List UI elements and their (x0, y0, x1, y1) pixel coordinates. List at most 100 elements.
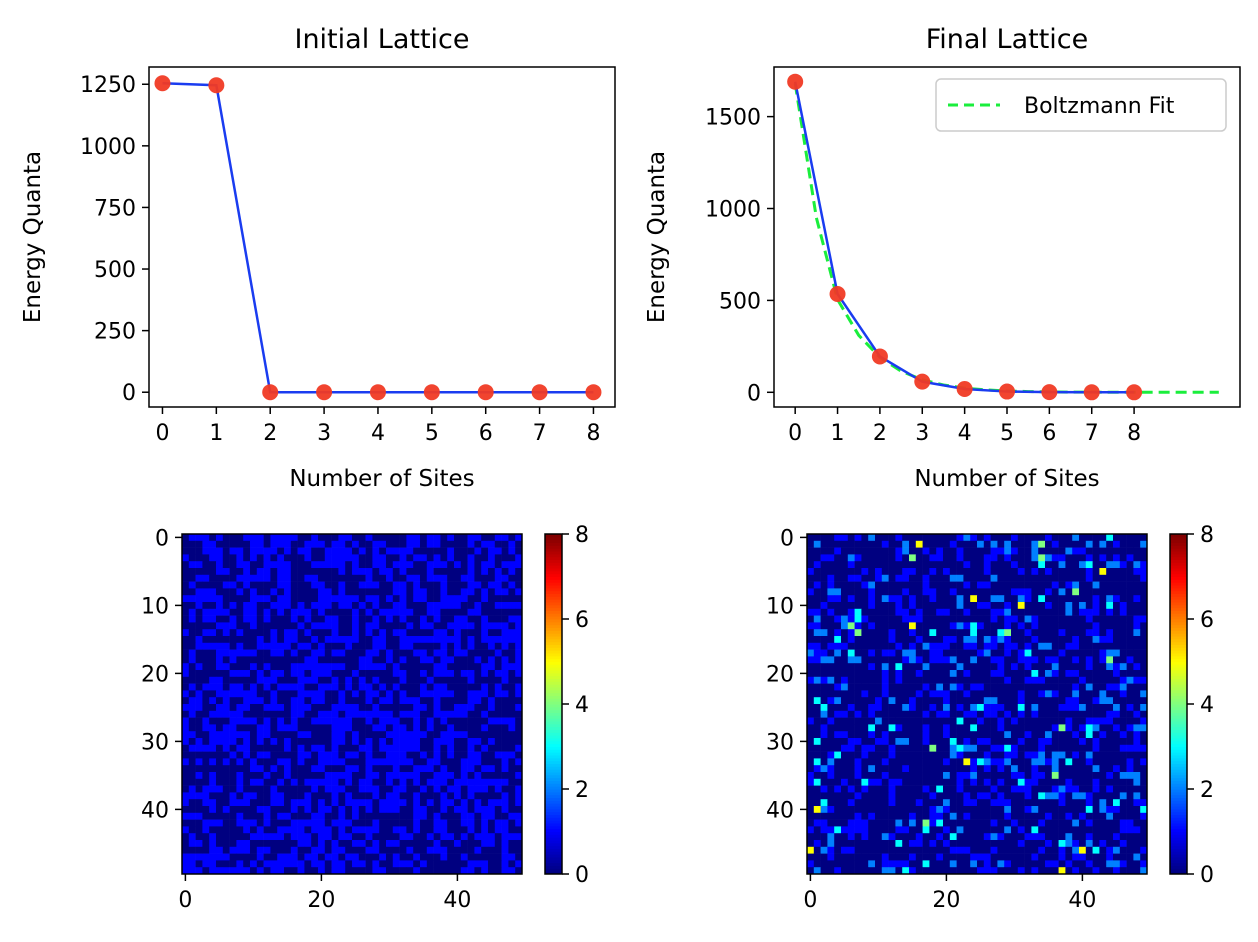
colorbar-segment (545, 573, 562, 577)
heatmap-cell (352, 840, 360, 848)
heatmap-cell (426, 846, 434, 854)
heatmap-cell (1011, 581, 1019, 589)
heatmap-cell (1004, 819, 1012, 827)
heatmap-cell (488, 806, 496, 814)
heatmap-cell (963, 642, 971, 650)
heatmap-cell (447, 765, 455, 773)
heatmap-cell (433, 608, 441, 616)
heatmap-cell (250, 561, 258, 569)
heatmap-cell (902, 833, 910, 841)
heatmap-cell (372, 704, 380, 712)
colorbar-segment (545, 593, 562, 597)
heatmap-cell (841, 724, 849, 732)
heatmap-cell (345, 826, 353, 834)
heatmap-cell (929, 806, 937, 814)
heatmap-cell (195, 629, 203, 637)
heatmap-cell (1085, 656, 1093, 664)
heatmap-cell (1045, 758, 1053, 766)
heatmap-cell (501, 622, 509, 630)
heatmap-cell (1085, 778, 1093, 786)
heatmap-cell (1031, 561, 1039, 569)
heatmap-cell (386, 642, 394, 650)
heatmap-cell (372, 772, 380, 780)
heatmap-cell (943, 833, 951, 841)
heatmap-cell (820, 649, 828, 657)
heatmap-cell (488, 846, 496, 854)
heatmap-cell (447, 772, 455, 780)
heatmap-cell (888, 826, 896, 834)
heatmap-cell (433, 568, 441, 576)
heatmap-cell (1140, 663, 1148, 671)
heatmap-cell (861, 676, 869, 684)
heatmap-cell (263, 561, 271, 569)
heatmap-cell (1004, 676, 1012, 684)
heatmap-cell (392, 717, 400, 725)
heatmap-cell (379, 778, 387, 786)
heatmap-cell (861, 568, 869, 576)
heatmap-cell (813, 595, 821, 603)
heatmap-cell (515, 738, 523, 746)
heatmap-cell (345, 697, 353, 705)
heatmap-cell (929, 744, 937, 752)
heatmap-cell (426, 588, 434, 596)
heatmap-cell (915, 806, 923, 814)
heatmap-cell (345, 649, 353, 657)
heatmap-cell (1133, 540, 1141, 548)
heatmap-cell (290, 602, 298, 610)
heatmap-cell (861, 812, 869, 820)
heatmap-cell (875, 676, 883, 684)
heatmap-cell (943, 778, 951, 786)
heatmap-cell (1140, 799, 1148, 807)
heatmap-cell (881, 724, 889, 732)
heatmap-cell (372, 649, 380, 657)
heatmap-cell (943, 622, 951, 630)
heatmap-cell (243, 636, 251, 644)
heatmap-cell (1058, 581, 1066, 589)
heatmap-cell (1011, 812, 1019, 820)
heatmap-cell (861, 540, 869, 548)
heatmap-cell (936, 758, 944, 766)
heatmap-cell (331, 799, 339, 807)
heatmap-cell (229, 676, 237, 684)
x-tick-label: 20 (307, 888, 335, 913)
heatmap-cell (324, 636, 332, 644)
heatmap-cell (1031, 534, 1039, 542)
heatmap-cell (318, 826, 326, 834)
heatmap-cell (209, 581, 217, 589)
heatmap-cell (963, 758, 971, 766)
heatmap-cell (420, 663, 428, 671)
heatmap-cell (474, 588, 482, 596)
heatmap-cell (847, 697, 855, 705)
heatmap-cell (1140, 554, 1148, 562)
heatmap-cell (195, 683, 203, 691)
heatmap-cell (875, 799, 883, 807)
heatmap-cell (902, 568, 910, 576)
heatmap-cell (304, 819, 312, 827)
heatmap-cell (229, 731, 237, 739)
heatmap-cell (352, 561, 360, 569)
heatmap-cell (881, 615, 889, 623)
heatmap-cell (1058, 717, 1066, 725)
heatmap-cell (420, 690, 428, 698)
heatmap-cell (222, 792, 230, 800)
heatmap-cell (222, 724, 230, 732)
heatmap-cell (997, 547, 1005, 555)
heatmap-cell (854, 806, 862, 814)
heatmap-cell (1072, 833, 1080, 841)
heatmap-cell (990, 778, 998, 786)
heatmap-cell (365, 819, 373, 827)
heatmap-cell (841, 540, 849, 548)
heatmap-cell (1058, 683, 1066, 691)
heatmap-cell (352, 636, 360, 644)
heatmap-cell (875, 724, 883, 732)
heatmap-cell (1017, 656, 1025, 664)
heatmap-cell (501, 860, 509, 868)
heatmap-cell (881, 554, 889, 562)
heatmap-cell (420, 704, 428, 712)
heatmap-cell (847, 710, 855, 718)
heatmap-cell (454, 704, 462, 712)
heatmap-cell (902, 731, 910, 739)
heatmap-cell (1038, 676, 1046, 684)
heatmap-cell (983, 629, 991, 637)
heatmap-cell (1085, 819, 1093, 827)
